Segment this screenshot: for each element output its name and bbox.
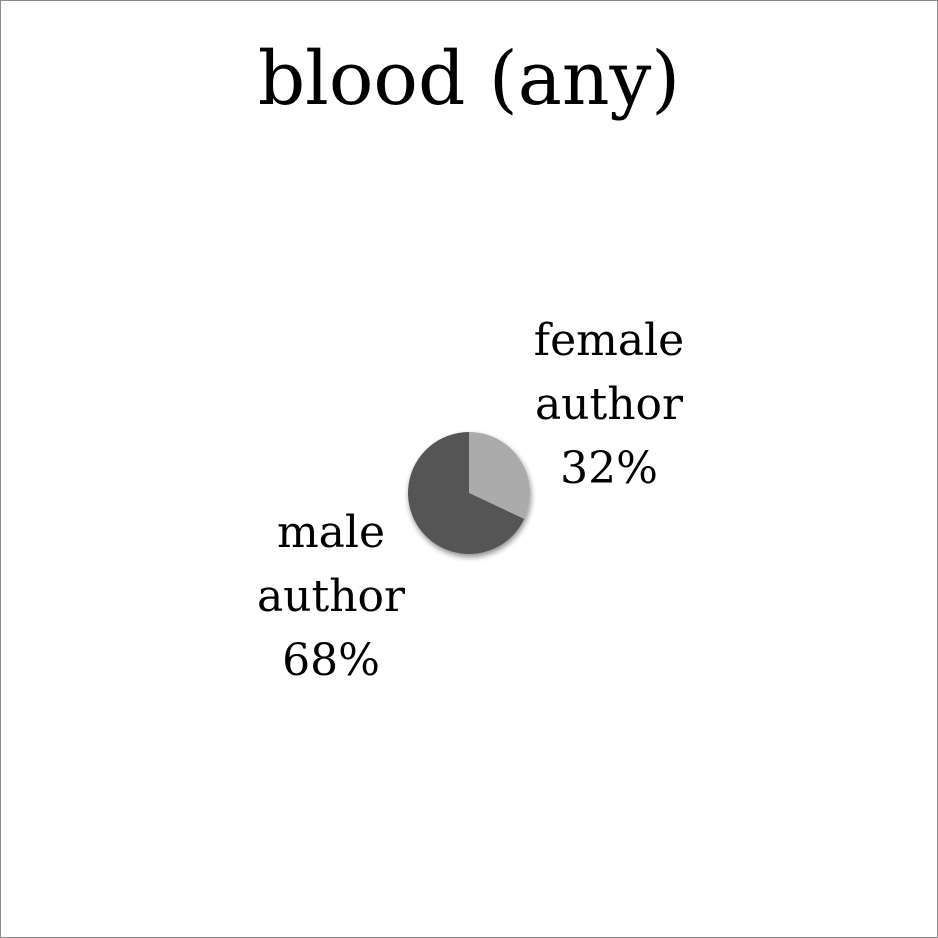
slice-value-male: 68% [282,635,380,686]
slice-label-female-line1: female [533,315,685,366]
slice-label-female-line2: author [534,379,684,430]
slice-label-male-line1: male [276,507,386,558]
slice-label-male: male author 68% [221,501,441,693]
chart-title: blood (any) [257,36,681,122]
pie-slice-male [407,432,525,554]
slice-label-male-line2: author [256,571,406,622]
slice-value-female: 32% [560,443,658,494]
pie-slice-female [469,432,530,519]
slice-label-female: female author 32% [499,309,719,501]
